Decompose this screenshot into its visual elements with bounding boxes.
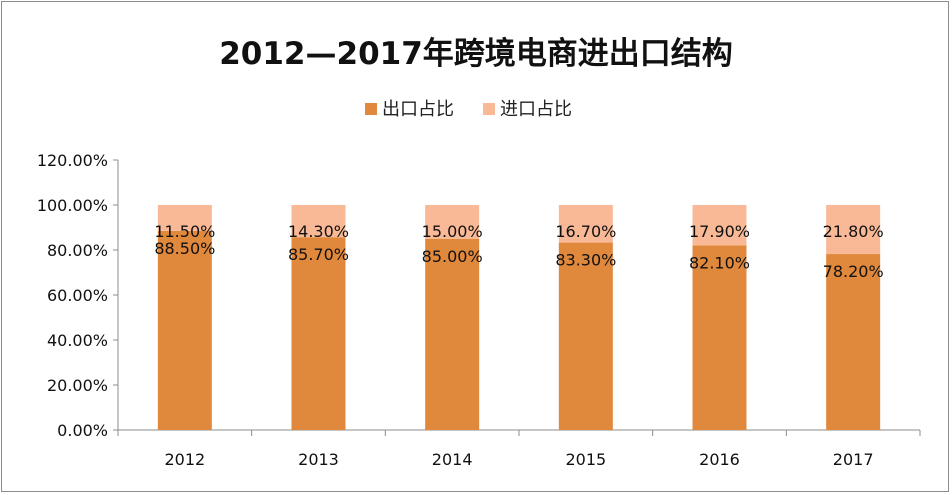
data-label-export: 85.00%	[422, 247, 483, 266]
chart-title: 2012—2017年跨境电商进出口结构	[219, 36, 733, 72]
data-label-export: 88.50%	[154, 239, 215, 258]
data-labels: 11.50%88.50% 14.30% 85.70% 15.00% 85.00% 16.7…	[154, 222, 883, 281]
data-label-import: 17.90%	[689, 222, 750, 241]
data-label-export: 85.70%	[288, 245, 349, 264]
legend-label-export: 出口占比	[382, 99, 454, 120]
data-label-export: 83.30%	[555, 251, 616, 270]
bars	[157, 205, 881, 430]
bar-export	[558, 242, 613, 430]
x-tick-label: 2016	[699, 450, 740, 469]
y-tick-label: 60.00%	[47, 286, 108, 305]
x-tick-label: 2013	[298, 450, 339, 469]
data-label-export: 82.10%	[689, 253, 750, 272]
bar-export	[692, 245, 747, 430]
bar-import	[826, 205, 881, 255]
y-tick-label: 0.00%	[57, 421, 108, 440]
bar-import	[157, 205, 212, 231]
legend-swatch-import	[483, 103, 495, 115]
bar-import	[425, 205, 480, 239]
y-tick-label: 100.00%	[37, 196, 108, 215]
data-label-import: 15.00%	[422, 222, 483, 241]
data-label-import: 21.80%	[823, 222, 884, 241]
data-label-export: 78.20%	[823, 262, 884, 281]
x-tick-labels: 2012 2013 2014 2015 2016 2017	[164, 450, 873, 469]
data-label-import: 16.70%	[555, 222, 616, 241]
x-tick-label: 2012	[164, 450, 205, 469]
legend-label-import: 进口占比	[500, 99, 572, 120]
y-tick-label: 40.00%	[47, 331, 108, 350]
data-label-import: 11.50%	[154, 222, 215, 241]
y-tick-label: 20.00%	[47, 376, 108, 395]
data-label-import: 14.30%	[288, 222, 349, 241]
bar-export	[425, 238, 480, 430]
x-tick-label: 2014	[432, 450, 473, 469]
x-tick-label: 2017	[833, 450, 874, 469]
bar-export	[291, 237, 346, 430]
x-tick-label: 2015	[565, 450, 606, 469]
y-tick-label: 80.00%	[47, 241, 108, 260]
bar-export	[157, 230, 212, 430]
bar-import	[558, 205, 613, 243]
bar-import	[291, 205, 346, 238]
y-tick-label: 120.00%	[37, 151, 108, 170]
bar-import	[692, 205, 747, 246]
y-tick-labels: 0.00% 20.00% 40.00% 60.00% 80.00% 100.00% 120.…	[37, 151, 108, 440]
bar-export	[826, 254, 881, 430]
legend-swatch-export	[365, 103, 377, 115]
axes	[113, 159, 921, 436]
legend: 出口占比 进口占比	[365, 99, 572, 120]
